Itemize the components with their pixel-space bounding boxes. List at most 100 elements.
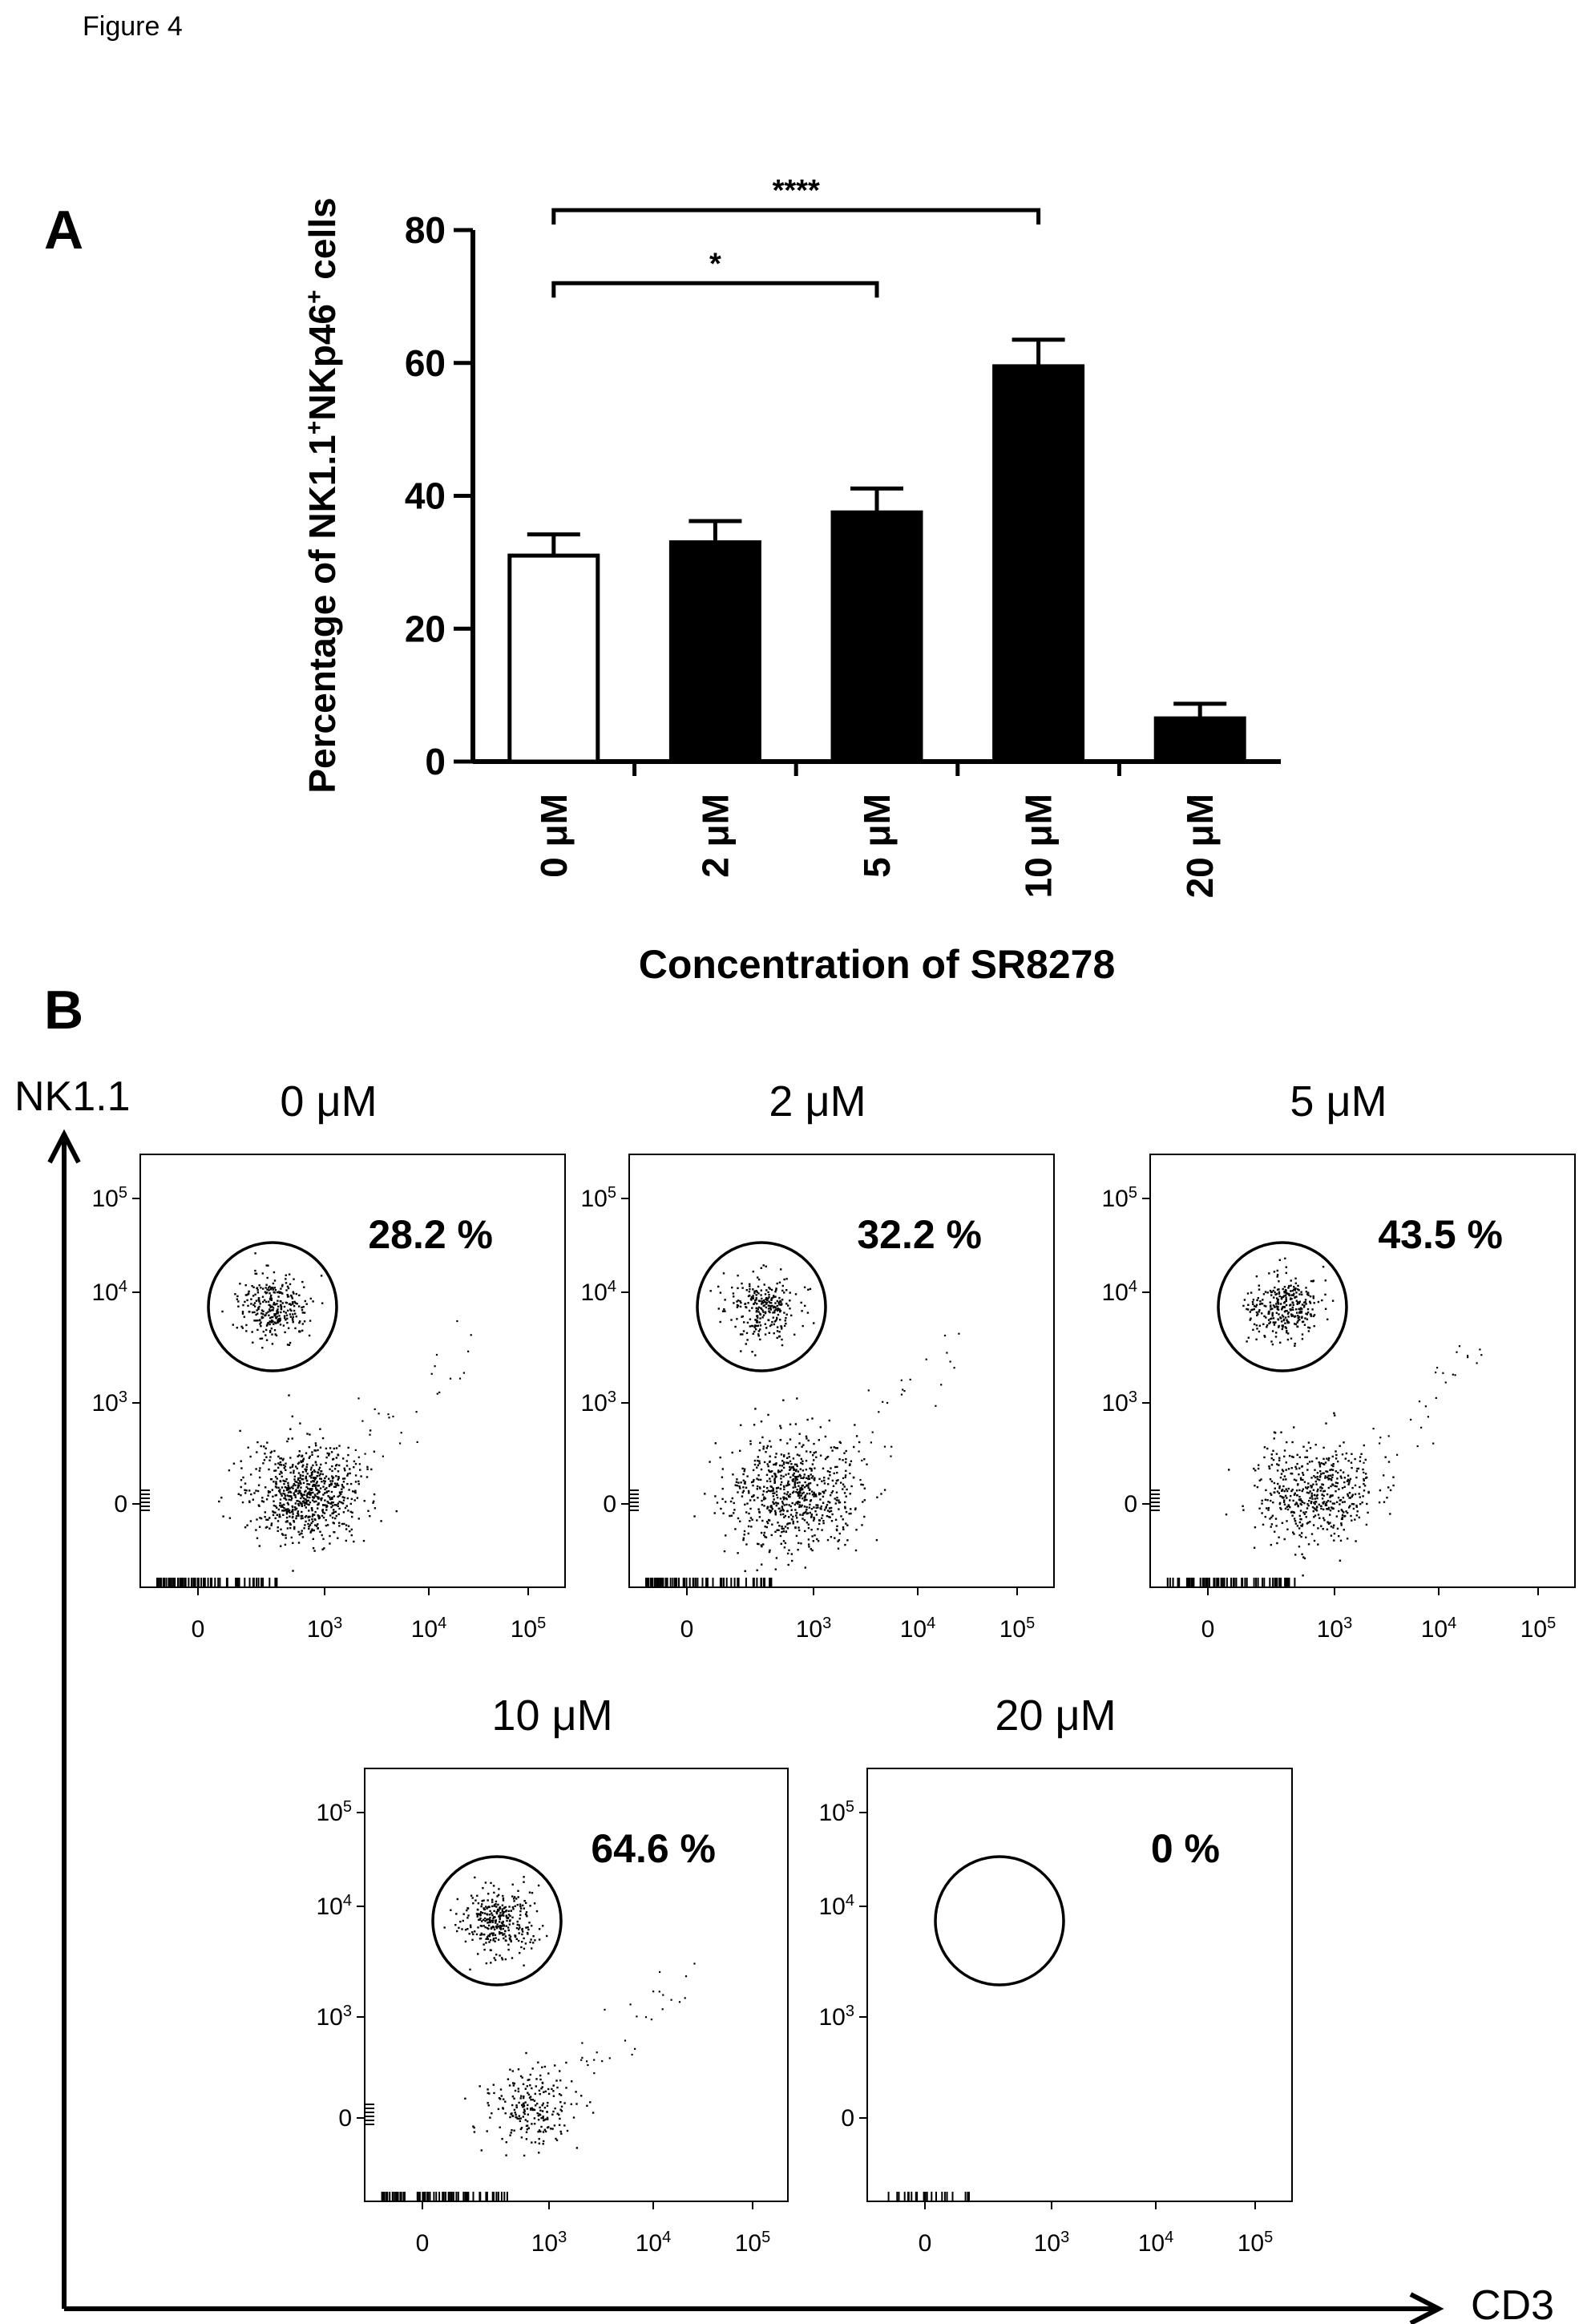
event-dot [826, 1455, 830, 1458]
event-dot [497, 1909, 500, 1912]
event-dot [276, 1316, 278, 1318]
event-dot [1344, 1457, 1347, 1460]
event-dot [756, 1291, 758, 1293]
event-dot [1269, 1478, 1272, 1481]
event-dot [337, 1513, 340, 1516]
rug-mark [252, 1578, 255, 1587]
event-dot [315, 1487, 317, 1489]
event-dot [1315, 1457, 1318, 1460]
event-dot [491, 1934, 495, 1937]
event-dot [334, 1485, 337, 1488]
event-dot [806, 1437, 808, 1440]
event-dot [449, 1377, 452, 1380]
event-dot [903, 1390, 906, 1392]
event-dot [765, 1298, 767, 1300]
event-dot [750, 1481, 753, 1484]
event-dot [507, 1948, 510, 1951]
event-dot [306, 1433, 309, 1435]
event-dot [504, 1930, 507, 1933]
event-dot [260, 1316, 263, 1320]
event-dot [285, 1274, 287, 1276]
event-dot [304, 1490, 306, 1493]
event-dot [312, 1491, 314, 1494]
event-dot [311, 1496, 314, 1498]
event-dot [781, 1299, 784, 1301]
rug-mark [462, 2192, 465, 2201]
event-dot [320, 1275, 323, 1277]
event-dot [773, 1312, 776, 1314]
event-dot [492, 2084, 495, 2086]
event-dot [525, 1911, 528, 1914]
event-dot [1260, 1478, 1262, 1481]
event-dot [1315, 1509, 1318, 1511]
event-dot [761, 1519, 764, 1522]
y-tick-base: 0 [338, 2105, 352, 2132]
event-dot [273, 1449, 276, 1453]
event-dot [1379, 1442, 1381, 1445]
event-dot [809, 1451, 812, 1453]
rug-mark [1223, 1578, 1226, 1587]
event-dot [845, 1457, 847, 1461]
event-dot [476, 1914, 479, 1916]
event-dot [776, 1493, 778, 1496]
event-dot [268, 1303, 270, 1306]
event-dot [270, 1316, 273, 1319]
event-dot [276, 1291, 279, 1294]
event-dot [1314, 1497, 1316, 1500]
event-dot [285, 1498, 288, 1501]
event-dot [538, 2113, 541, 2116]
event-dot [730, 1319, 733, 1321]
rug-mark [1285, 1578, 1287, 1587]
event-dot [631, 2053, 633, 2056]
event-dot [486, 1918, 488, 1921]
event-dot [301, 1504, 303, 1507]
event-dot [1335, 1457, 1338, 1460]
event-dot [515, 2113, 517, 2116]
event-dot [822, 1522, 825, 1525]
event-dot [1339, 1559, 1342, 1562]
event-dot [1282, 1324, 1284, 1327]
event-dot [523, 2154, 526, 2157]
event-dot [325, 1491, 328, 1493]
event-dot [259, 1323, 261, 1325]
event-dot [300, 1497, 302, 1500]
event-dot [290, 1295, 293, 1298]
event-dot [256, 1441, 259, 1444]
event-dot [766, 1507, 769, 1510]
event-dot [748, 1291, 751, 1293]
event-dot [810, 1514, 813, 1516]
event-dot [587, 2063, 589, 2067]
event-dot [1331, 1494, 1334, 1497]
event-dot [310, 1507, 313, 1510]
event-dot [792, 1522, 794, 1525]
event-dot [814, 1534, 816, 1537]
event-dot [781, 1481, 783, 1484]
event-dot [1294, 1344, 1296, 1348]
event-dot [1290, 1290, 1292, 1292]
event-dot [313, 1481, 315, 1483]
event-dot [534, 2092, 536, 2096]
event-dot [1270, 1493, 1273, 1496]
event-dot [1301, 1333, 1304, 1336]
event-dot [1335, 1515, 1338, 1518]
event-dot [485, 1942, 487, 1944]
event-dot [314, 1518, 317, 1522]
event-dot [276, 1514, 278, 1516]
event-dot [285, 1301, 287, 1304]
rug-mark [179, 1578, 181, 1587]
rug-mark [1213, 1578, 1216, 1587]
event-dot [345, 1505, 348, 1507]
event-dot [487, 1914, 489, 1916]
event-dot [778, 1303, 781, 1306]
event-dot [248, 1311, 251, 1313]
event-dot [483, 1948, 486, 1951]
event-dot [1307, 1482, 1310, 1485]
event-dot [292, 1542, 294, 1544]
rug-mark [442, 2192, 444, 2201]
event-dot [1279, 1506, 1282, 1510]
rug-mark [500, 2192, 503, 2201]
event-dot [768, 1296, 770, 1299]
event-dot [513, 1896, 516, 1898]
event-dot [296, 1481, 298, 1483]
event-dot [237, 1305, 240, 1308]
